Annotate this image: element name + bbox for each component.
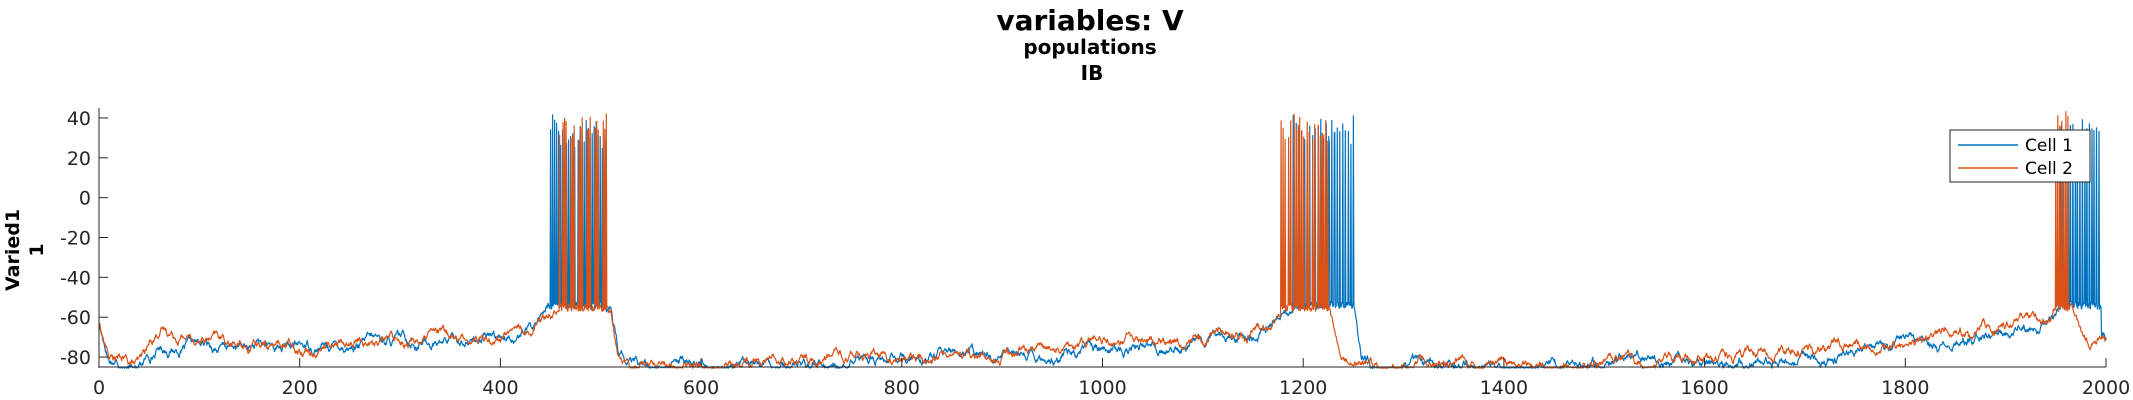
legend: Cell 1 Cell 2	[1949, 129, 2091, 183]
series-line-cell-1	[98, 114, 2107, 369]
x-tick-label: 400	[482, 377, 518, 399]
x-tick-label: 200	[282, 377, 318, 399]
y-axis-ticks: -80 -60 -40 -20 0 20 40	[60, 108, 108, 369]
x-tick-label: 800	[884, 377, 920, 399]
x-tick-label: 0	[93, 377, 105, 399]
legend-label-cell-2: Cell 2	[2025, 159, 2073, 179]
y-axis-label-line-1: Varied1	[2, 209, 24, 291]
y-tick-label: -40	[60, 267, 91, 289]
chart-subtitle-populations: populations	[1023, 35, 1156, 59]
y-tick-label: 0	[79, 188, 91, 210]
x-tick-label: 1800	[1881, 377, 1929, 399]
y-tick-label: -80	[60, 347, 91, 369]
chart-title: variables: V	[996, 4, 1184, 37]
x-tick-label: 2000	[2082, 377, 2130, 399]
x-tick-label: 1000	[1078, 377, 1126, 399]
x-tick-label: 600	[683, 377, 719, 399]
series-line-cell-2	[98, 111, 2107, 369]
y-tick-label: 20	[67, 148, 91, 170]
x-tick-label: 1600	[1680, 377, 1728, 399]
legend-box	[1949, 129, 2091, 183]
x-axis-ticks: 0 200 400 600 800 1000 1200 1400 1600 1800 2000	[93, 358, 2130, 399]
legend-label-cell-1: Cell 1	[2025, 136, 2073, 156]
y-axis-label-line-2: 1	[26, 243, 48, 256]
x-tick-label: 1400	[1480, 377, 1528, 399]
y-axis-label: Varied1 1	[2, 209, 48, 291]
x-tick-label: 1200	[1279, 377, 1327, 399]
chart-subtitle-ib: IB	[1081, 61, 1104, 85]
plot-series	[98, 111, 2107, 369]
y-tick-label: -20	[60, 228, 91, 250]
y-tick-label: 40	[67, 108, 91, 130]
y-tick-label: -60	[60, 307, 91, 329]
